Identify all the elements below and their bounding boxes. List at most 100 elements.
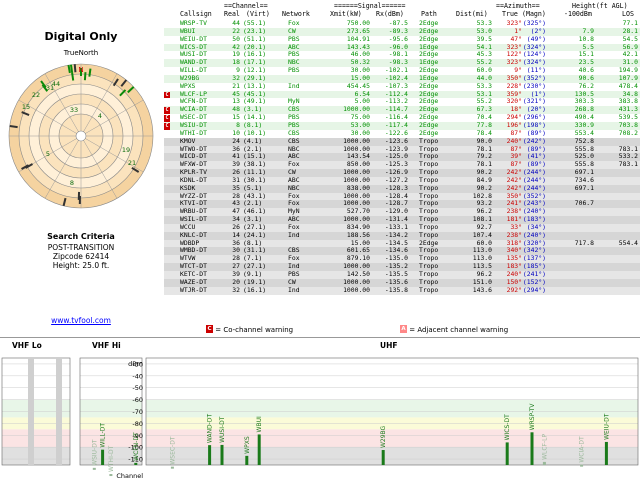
- station-bar[interactable]: [92, 467, 96, 470]
- station-bar[interactable]: [530, 432, 534, 465]
- table-row[interactable]: WPXS 21 (13.1) Ind 454.45 -107.3 2Edge 53.3 228°…: [164, 81, 640, 91]
- station-bar[interactable]: [505, 442, 509, 465]
- table-row[interactable]: C WSIU-DT 8 (8.1) PBS 53.00 -117.4 2Edge 77.8 196…: [164, 121, 640, 130]
- table-row[interactable]: WEIU-DT 50 (51.1) PBS 104.91 -95.6 2Edge 39.5 47…: [164, 35, 640, 44]
- station-bar[interactable]: [170, 466, 174, 469]
- table-row[interactable]: WRBU-DT 47 (46.1) MyN 527.70 -129.0 Tropo 96.2 2…: [164, 207, 640, 217]
- table-row[interactable]: C WLCF-LP 45 (45.1) 6.54 -112.4 2Edge 53.1 359° (…: [164, 89, 640, 99]
- co-channel-icon: C: [164, 122, 170, 130]
- cell-erp: 46.00: [350, 50, 370, 59]
- cell-real: 39: [232, 270, 240, 278]
- table-row[interactable]: WTVW 28 (7.1) Fox 879.10 -135.0 Tropo 113.0 135°…: [164, 254, 640, 264]
- station-label: WEIU-DT: [603, 413, 610, 440]
- table-row[interactable]: WFXW-DT 39 (38.1) Fox 850.00 -125.3 Tropo 78.1 8…: [164, 160, 640, 170]
- station-bar[interactable]: [604, 441, 608, 465]
- cell-erp: 1000.00: [343, 168, 370, 177]
- table-row[interactable]: W29BG 32 (29.1) 15.00 -102.4 1Edge 44.0 350° (35…: [164, 73, 640, 83]
- cell-rx: -102.1: [384, 66, 408, 75]
- table-row[interactable]: WTJR-DT 32 (16.1) Ind 1000.00 -135.8 Tropo 143.…: [164, 286, 640, 295]
- table-row[interactable]: WDBDP 36 (8.1) 15.00 -134.5 2Edge 60.0 318° (320…: [164, 238, 640, 248]
- table-row[interactable]: WCFN-DT 13 (49.1) MyN 5.00 -113.2 2Edge 55.2 320…: [164, 98, 640, 107]
- table-row[interactable]: WILL-DT 9 (12.1) PBS 30.00 -102.1 2Edge 60.0 9° (…: [164, 66, 640, 75]
- col-dist[interactable]: Dist(mi): [456, 10, 488, 18]
- col-virt[interactable]: (Virt): [246, 10, 270, 18]
- cell-hagl: 107.9: [618, 73, 638, 82]
- cell-erp: 1000.00: [343, 144, 370, 153]
- table-row[interactable]: WYZZ-DT 28 (43.1) Fox 1000.00 -128.4 Tropo 102.…: [164, 191, 640, 201]
- cell-dist: 70.4: [476, 113, 492, 122]
- station-bar[interactable]: [208, 445, 212, 465]
- table-row[interactable]: WTWO-DT 36 (2.1) NBC 1000.00 -123.9 Tropo 78.1 8…: [164, 144, 640, 154]
- cell-virt: (2.1): [243, 144, 263, 153]
- station-bar[interactable]: [542, 461, 546, 465]
- table-row[interactable]: C WCIA-DT 48 (3.1) CBS 1000.00 -114.7 2Edge 67.3…: [164, 105, 640, 115]
- table-row[interactable]: WCCU 26 (27.1) Fox 834.90 -133.1 Tropo 92.7 33° (…: [164, 222, 640, 232]
- cell-dist: 90.2: [476, 183, 492, 192]
- station-bar[interactable]: [109, 474, 113, 477]
- station-bar[interactable]: [101, 449, 105, 465]
- cell-virt: (43.1): [243, 191, 267, 200]
- col-true[interactable]: True: [502, 10, 518, 18]
- col-erp[interactable]: Xmit(kW): [330, 10, 362, 18]
- table-row[interactable]: WSIL-DT 34 (3.1) ABC 1000.00 -131.4 Tropo 108.1…: [164, 215, 640, 224]
- station-bar[interactable]: [220, 444, 224, 465]
- table-row[interactable]: KTVI-DT 43 (2.1) Fox 1000.00 -128.7 Tropo 93.2 2…: [164, 199, 640, 209]
- cell-path: 2Edge: [419, 81, 439, 90]
- compass-tick-label: 22: [32, 91, 40, 99]
- table-row[interactable]: WMBD-DT 30 (31.1) CBS 601.65 -134.6 Tropo 113.0…: [164, 247, 640, 256]
- adjacent-legend: A = Adjacent channel warning: [400, 325, 508, 335]
- cell-true: 1°: [514, 26, 522, 35]
- station-bar[interactable]: [381, 450, 385, 465]
- cell-call: WCCU: [180, 222, 196, 231]
- compass-spoke: [44, 135, 82, 199]
- table-row[interactable]: KETC-DT 39 (9.1) PBS 142.50 -135.5 Tropo 96.2 24…: [164, 270, 640, 279]
- table-row[interactable]: KNLC-DT 14 (24.1) Ind 188.56 -134.2 Tropo 107.4…: [164, 231, 640, 240]
- station-label: WTHI-DT: [108, 445, 115, 472]
- cell-call: KPLR-TV: [180, 168, 207, 177]
- table-row[interactable]: WUSI-DT 19 (16.1) PBS 46.00 -98.1 2Edge 45.3 122…: [164, 50, 640, 60]
- table-row[interactable]: WICD-DT 41 (15.1) ABC 143.54 -125.0 Tropo 79.2 3…: [164, 152, 640, 162]
- station-bar[interactable]: [257, 434, 261, 465]
- table-row[interactable]: KPLR-TV 26 (11.1) CW 1000.00 -126.9 Tropo 90.2 2…: [164, 168, 640, 177]
- col-h100[interactable]: -100dBm: [564, 10, 592, 18]
- table-row[interactable]: WICS-DT 42 (20.1) ABC 143.43 -96.0 1Edge 54.1 32…: [164, 43, 640, 52]
- table-row[interactable]: WTCT-DT 27 (27.1) Ind 1000.00 -135.2 Tropo 113.…: [164, 262, 640, 271]
- cell-true: 242°: [506, 168, 522, 177]
- cell-mag: (352°): [522, 191, 546, 200]
- cell-net: Ind: [288, 262, 300, 271]
- fm-band-block: [28, 358, 34, 465]
- col-path[interactable]: Path: [421, 10, 437, 18]
- cell-true: 318°: [506, 238, 522, 247]
- table-row[interactable]: KDNL-DT 31 (30.1) ABC 1000.00 -127.2 Tropo 84.9…: [164, 176, 640, 185]
- site-link[interactable]: www.tvfool.com: [51, 316, 111, 325]
- table-row[interactable]: KSDK 35 (5.1) NBC 838.00 -128.3 Tropo 90.2 242°(…: [164, 183, 640, 193]
- cell-call: WAND-DT: [180, 58, 207, 67]
- col-magn[interactable]: (Magn): [522, 10, 546, 18]
- table-row[interactable]: WAND-DT 18 (17.1) NBC 50.32 -98.3 1Edge 55.2 323…: [164, 58, 640, 68]
- cell-real: 47: [232, 207, 240, 216]
- cell-h100: 555.8: [574, 144, 594, 153]
- table-row[interactable]: WRSP-TV 44 (55.1) Fox 750.00 -87.5 2Edge 53.3 32…: [164, 19, 640, 28]
- station-bar[interactable]: [580, 464, 584, 467]
- station-bar[interactable]: [134, 462, 138, 465]
- table-row[interactable]: WBUI 22 (23.1) CW 273.65 -89.3 2Edge 53.0 1° (2°)…: [164, 26, 640, 36]
- table-row[interactable]: WAZE-DT 20 (19.1) CW 1000.00 -135.6 Tropo 151.0…: [164, 278, 640, 287]
- cell-h100: 525.0: [574, 152, 594, 161]
- cell-path: 2Edge: [419, 89, 439, 98]
- station-bar[interactable]: [245, 455, 249, 465]
- compass-tick-label: 31: [46, 84, 54, 92]
- table-row[interactable]: WTHI-DT 10 (10.1) CBS 30.00 -122.6 2Edge 78.4 87…: [164, 129, 640, 138]
- cell-true: 238°: [506, 207, 522, 216]
- col-callsign[interactable]: Callsign: [180, 10, 212, 18]
- col-real[interactable]: Real: [224, 10, 240, 18]
- cell-real: 48: [232, 105, 240, 114]
- table-row[interactable]: C WSEC-DT 15 (14.1) PBS 75.00 -116.4 2Edge 70.4 2…: [164, 113, 640, 123]
- cell-path: Tropo: [419, 199, 439, 208]
- station-label: WBUI: [256, 416, 263, 432]
- cell-true: 294°: [506, 113, 522, 122]
- col-rx[interactable]: Rx(dBm): [376, 10, 404, 18]
- col-network[interactable]: Network: [282, 10, 310, 18]
- cell-real: 26: [232, 222, 240, 231]
- col-hagl[interactable]: LOS: [622, 10, 634, 18]
- table-row[interactable]: KMOV 24 (4.1) CBS 1000.00 -123.6 Tropo 90.0 240°…: [164, 137, 640, 146]
